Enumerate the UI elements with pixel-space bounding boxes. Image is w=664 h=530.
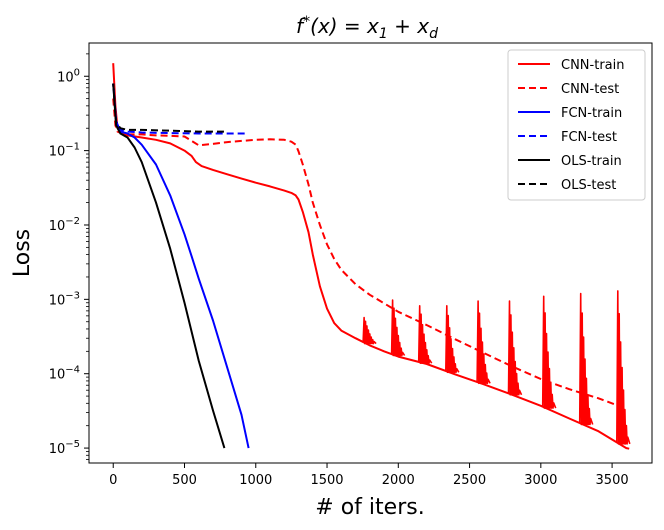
series-line-ols-train xyxy=(112,83,226,449)
cnn-train-spike-4 xyxy=(445,305,460,374)
x-tick-label-2000: 2000 xyxy=(382,473,415,488)
cnn-train-spike-1 xyxy=(362,316,377,345)
legend: CNN-train CNN-test FCN-train FCN-test OLS-tr… xyxy=(507,49,646,201)
cnn-train-spike-8 xyxy=(578,292,594,426)
cnn-train-spike-3 xyxy=(417,305,433,364)
cnn-train-spike-5 xyxy=(476,300,491,385)
cnn-train-spike-7 xyxy=(541,295,557,409)
series-line-cnn-train xyxy=(112,63,630,450)
y-tick-label-−4: 10−4 xyxy=(49,365,80,383)
y-tick-label-−1: 10−1 xyxy=(49,142,80,160)
series-line-fcn-test xyxy=(112,83,249,135)
y-tick-label-−3: 10−3 xyxy=(49,290,80,308)
series-layer xyxy=(112,63,630,450)
spike-layer xyxy=(362,290,631,445)
legend-label-cnn-test: CNN-test xyxy=(561,82,619,97)
cnn-train-spike-6 xyxy=(507,300,523,396)
y-axis-label: Loss xyxy=(10,229,35,277)
chart-title: f*(x) = x1 + xd xyxy=(296,14,438,42)
plot-frame xyxy=(88,42,653,464)
legend-label-ols-train: OLS-train xyxy=(561,154,622,169)
cnn-train-spike-9 xyxy=(616,290,631,445)
series-line-fcn-train xyxy=(112,83,250,449)
x-tick-label-500: 500 xyxy=(172,473,197,488)
x-axis-label: # of iters. xyxy=(315,495,424,520)
x-tick-label-3500: 3500 xyxy=(596,473,629,488)
x-tick-label-2500: 2500 xyxy=(453,473,486,488)
x-tick-label-1000: 1000 xyxy=(239,473,272,488)
x-tick-label-0: 0 xyxy=(109,473,117,488)
y-tick-label-−2: 10−2 xyxy=(49,216,80,234)
series-line-cnn-test xyxy=(112,98,627,410)
legend-label-fcn-test: FCN-test xyxy=(561,130,617,145)
series-line-ols-test xyxy=(112,83,225,133)
y-axis: 100 10−1 10−2 10−3 10−4 10−5 xyxy=(49,53,89,460)
legend-label-ols-test: OLS-test xyxy=(561,178,616,193)
y-tick-label-−5: 10−5 xyxy=(49,439,80,457)
legend-label-fcn-train: FCN-train xyxy=(561,106,622,121)
legend-label-cnn-train: CNN-train xyxy=(561,58,624,73)
x-tick-label-3000: 3000 xyxy=(524,473,557,488)
x-axis: 0 500 1000 1500 2000 2500 3000 3500 xyxy=(109,463,629,488)
cnn-train-spike-2 xyxy=(390,299,406,357)
y-tick-label-0: 100 xyxy=(57,67,80,85)
x-tick-label-1500: 1500 xyxy=(310,473,343,488)
